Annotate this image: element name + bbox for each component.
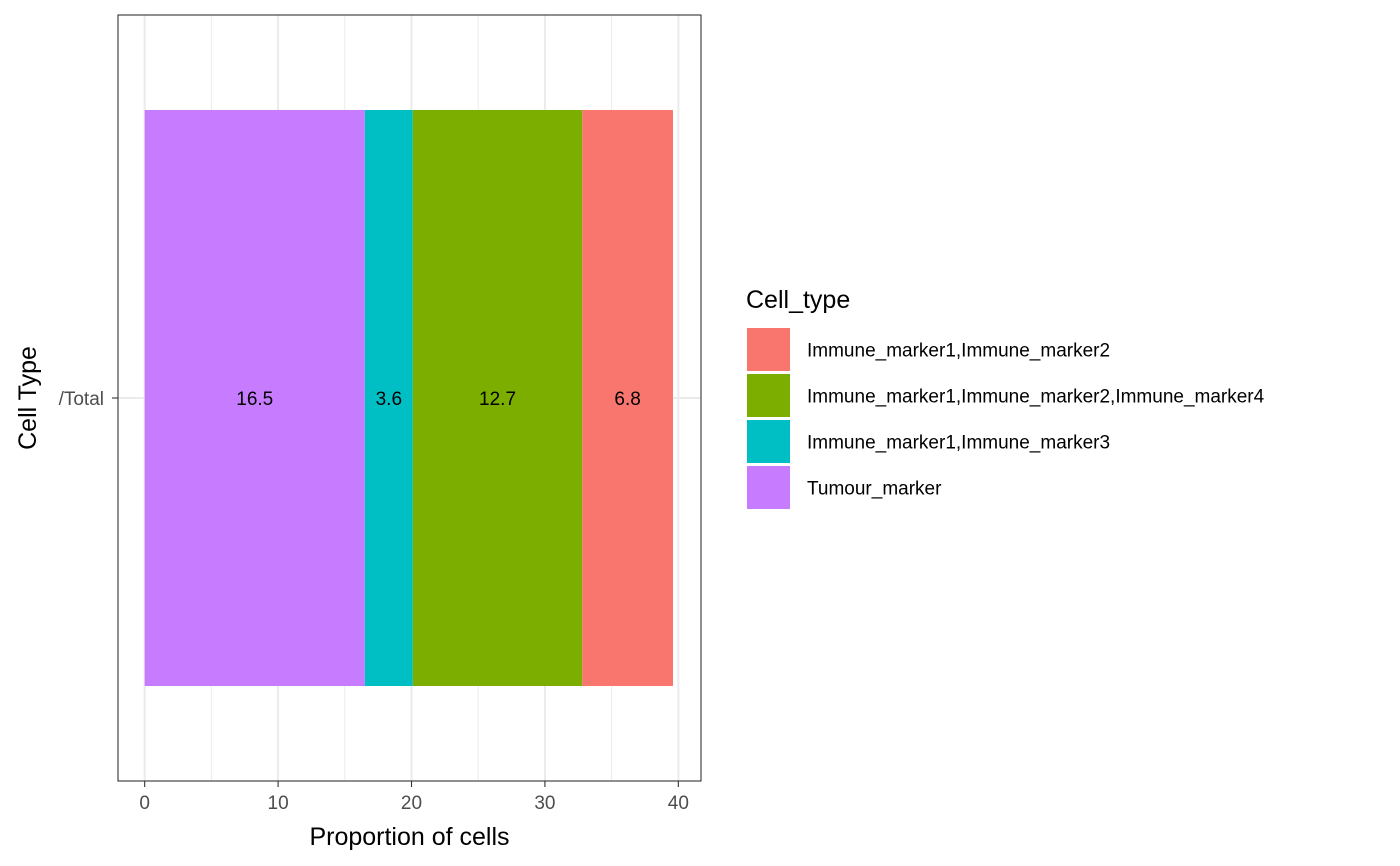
y-axis: /Total <box>59 389 118 410</box>
legend-title: Cell_type <box>746 286 850 314</box>
x-tick-label: 30 <box>534 793 555 814</box>
legend: Cell_type Immune_marker1,Immune_marker2 I… <box>746 286 1265 509</box>
x-axis: 0 10 20 30 40 <box>139 781 689 814</box>
x-tick-label: 10 <box>268 793 289 814</box>
legend-key <box>747 420 790 463</box>
legend-key <box>747 374 790 417</box>
bar-value-label: 16.5 <box>236 389 273 410</box>
x-axis-title: Proportion of cells <box>309 823 509 851</box>
bar-value-label: 6.8 <box>614 389 640 410</box>
x-tick-label: 20 <box>401 793 422 814</box>
legend-label: Immune_marker1,Immune_marker3 <box>807 433 1110 454</box>
legend-label: Tumour_marker <box>807 479 942 500</box>
y-tick-label: /Total <box>59 389 104 410</box>
bar-segment <box>582 110 673 686</box>
x-tick-label: 40 <box>668 793 689 814</box>
bar-segments <box>144 110 673 686</box>
y-axis-title: Cell Type <box>14 346 42 450</box>
legend-key <box>747 466 790 509</box>
legend-label: Immune_marker1,Immune_marker2 <box>807 341 1110 362</box>
bar-value-label: 3.6 <box>376 389 402 410</box>
x-tick-label: 0 <box>139 793 150 814</box>
bar-value-label: 12.7 <box>479 389 516 410</box>
legend-label: Immune_marker1,Immune_marker2,Immune_mar… <box>807 387 1265 408</box>
bar-segment <box>412 110 583 686</box>
bar-segment <box>144 110 365 686</box>
legend-key <box>747 328 790 371</box>
bar-segment <box>364 110 413 686</box>
bar-value-labels: 16.5 3.6 12.7 6.8 <box>236 389 641 410</box>
